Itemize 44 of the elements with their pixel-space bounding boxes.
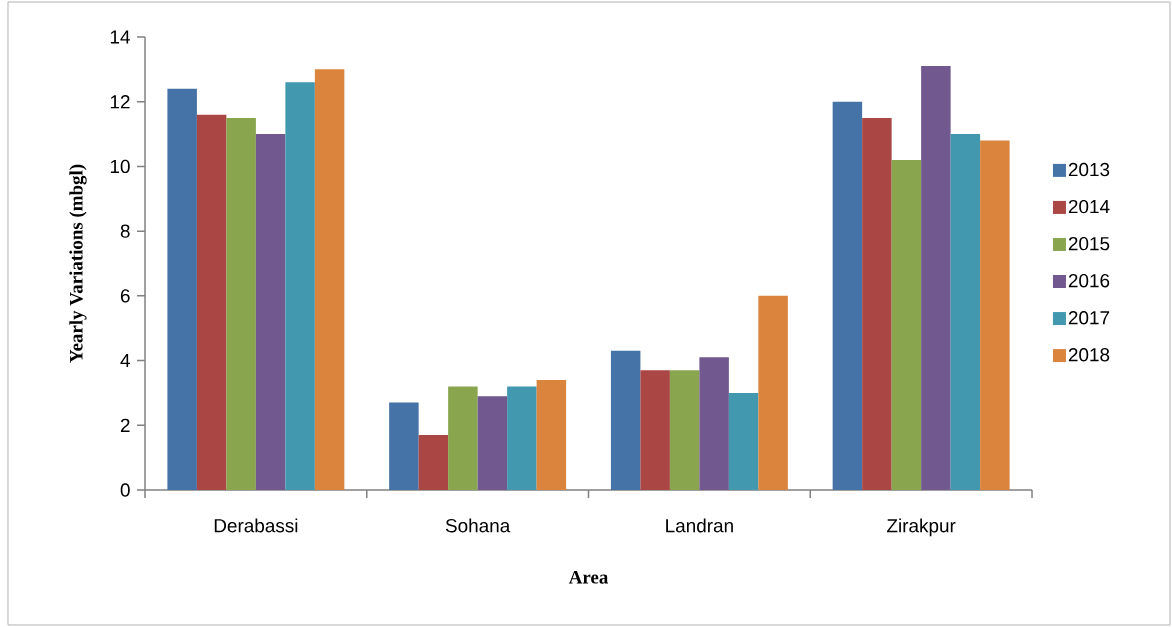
legend-label: 2018	[1068, 348, 1110, 362]
bar	[699, 357, 729, 490]
y-tick-label: 14	[110, 30, 130, 44]
bar	[536, 379, 567, 490]
x-tick-label: Derabassi	[214, 518, 298, 533]
bar	[862, 117, 892, 490]
legend-label: 2014	[1068, 199, 1110, 214]
y-axis-title: Yearly Variations (mbgl)	[69, 164, 87, 363]
bar	[314, 69, 345, 490]
y-tick-label: 12	[110, 95, 130, 109]
bar	[610, 350, 641, 490]
bar	[448, 386, 478, 490]
x-tick-label: Zirakpur	[887, 518, 956, 537]
bar	[832, 101, 863, 490]
bar	[255, 134, 286, 490]
y-tick-label: 10	[110, 159, 130, 174]
bar	[758, 295, 788, 490]
bar	[950, 134, 981, 490]
x-tick-label: Sohana	[445, 518, 511, 533]
legend-label: 2013	[1068, 162, 1110, 177]
bar	[669, 370, 700, 490]
bar	[418, 434, 449, 490]
y-tick-label: 4	[120, 354, 130, 368]
legend-label: 2017	[1068, 311, 1110, 325]
legend-label: 2015	[1068, 236, 1110, 251]
y-tick-label: 8	[120, 224, 130, 238]
x-axis-title: Area	[568, 570, 609, 584]
bar	[167, 88, 197, 490]
bar	[507, 386, 537, 490]
legend-label: 2016	[1068, 273, 1110, 288]
bar	[477, 396, 508, 490]
bar	[980, 140, 1010, 490]
bar	[389, 402, 419, 490]
bar	[891, 159, 922, 490]
bar	[640, 370, 670, 490]
bar	[285, 82, 315, 490]
bar	[226, 117, 256, 490]
y-tick-label: 6	[120, 289, 130, 303]
bar	[728, 392, 759, 490]
x-tick-label: Landran	[666, 518, 733, 533]
bar	[196, 114, 227, 490]
y-tick-label: 0	[120, 483, 130, 497]
bar	[921, 66, 951, 490]
y-tick-label: 2	[120, 418, 130, 432]
